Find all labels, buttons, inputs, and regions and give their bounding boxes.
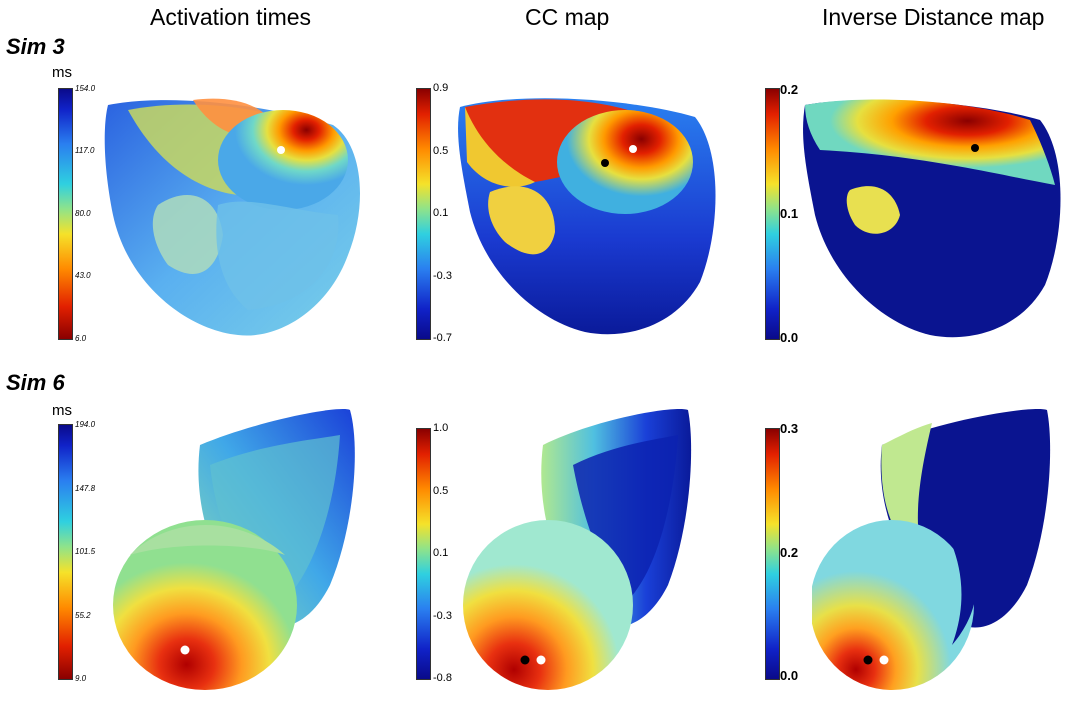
colorbar-tick: -0.3 (433, 270, 452, 282)
column-title-cc-map: CC map (525, 4, 610, 30)
heart-cc-map-sim6 (463, 409, 692, 690)
colorbar-tick: 101.5 (75, 547, 96, 556)
colorbar-tick: 154.0 (75, 84, 96, 93)
colorbar-tick: 55.2 (75, 611, 91, 620)
inverse-distance-colorbar-sim6 (765, 428, 780, 680)
colorbar-tick: 6.0 (75, 334, 87, 343)
row-label-sim-6: Sim 6 (6, 370, 65, 395)
colorbar-tick: 43.0 (75, 271, 91, 280)
cc-colorbar-sim3 (416, 88, 431, 340)
colorbar-tick: 0.1 (433, 547, 449, 559)
colorbar-tick: -0.3 (433, 610, 452, 622)
colorbar-tick: 0.9 (433, 82, 449, 94)
activation-unit-label-sim6: ms (52, 402, 72, 419)
colorbar-tick: 0.3 (780, 421, 799, 436)
colorbar-tick: 147.8 (75, 484, 96, 493)
heart-cc-map-sim3 (458, 98, 716, 335)
column-title-inverse-distance-map: Inverse Distance map (822, 4, 1045, 30)
row-label-sim-3: Sim 3 (6, 34, 65, 59)
colorbar-tick: 9.0 (75, 674, 87, 683)
colorbar-tick: 0.2 (780, 82, 799, 97)
heart-inverse-distance-map-sim3 (803, 99, 1061, 338)
colorbar-tick: 0.5 (433, 145, 449, 157)
cc-colorbar-sim6 (416, 428, 431, 680)
column-title-activation-times: Activation times (150, 4, 312, 30)
colorbar-tick: 117.0 (75, 146, 95, 155)
colorbar-tick: 0.5 (433, 485, 449, 497)
colorbar-tick: 0.1 (433, 207, 449, 219)
inverse-distance-colorbar-sim3 (765, 88, 780, 340)
heart-inverse-distance-map-sim6 (812, 409, 1051, 690)
colorbar-tick: 80.0 (75, 209, 91, 218)
activation-colorbar-sim3 (58, 88, 73, 340)
colorbar-tick: 194.0 (75, 420, 96, 429)
colorbar-tick: 1.0 (433, 422, 449, 434)
colorbar-tick: 0.1 (780, 206, 799, 221)
activation-unit-label-sim3: ms (52, 64, 72, 81)
activation-colorbar-sim6 (58, 424, 73, 680)
colorbar-tick: 0.2 (780, 545, 799, 560)
colorbar-tick: -0.8 (433, 672, 452, 684)
colorbar-tick: -0.7 (433, 332, 452, 344)
heart-activation-map-sim6 (113, 409, 355, 690)
heart-activation-map-sim3 (104, 98, 360, 336)
colorbar-tick: 0.0 (780, 668, 799, 683)
colorbar-tick: 0.0 (780, 330, 799, 345)
